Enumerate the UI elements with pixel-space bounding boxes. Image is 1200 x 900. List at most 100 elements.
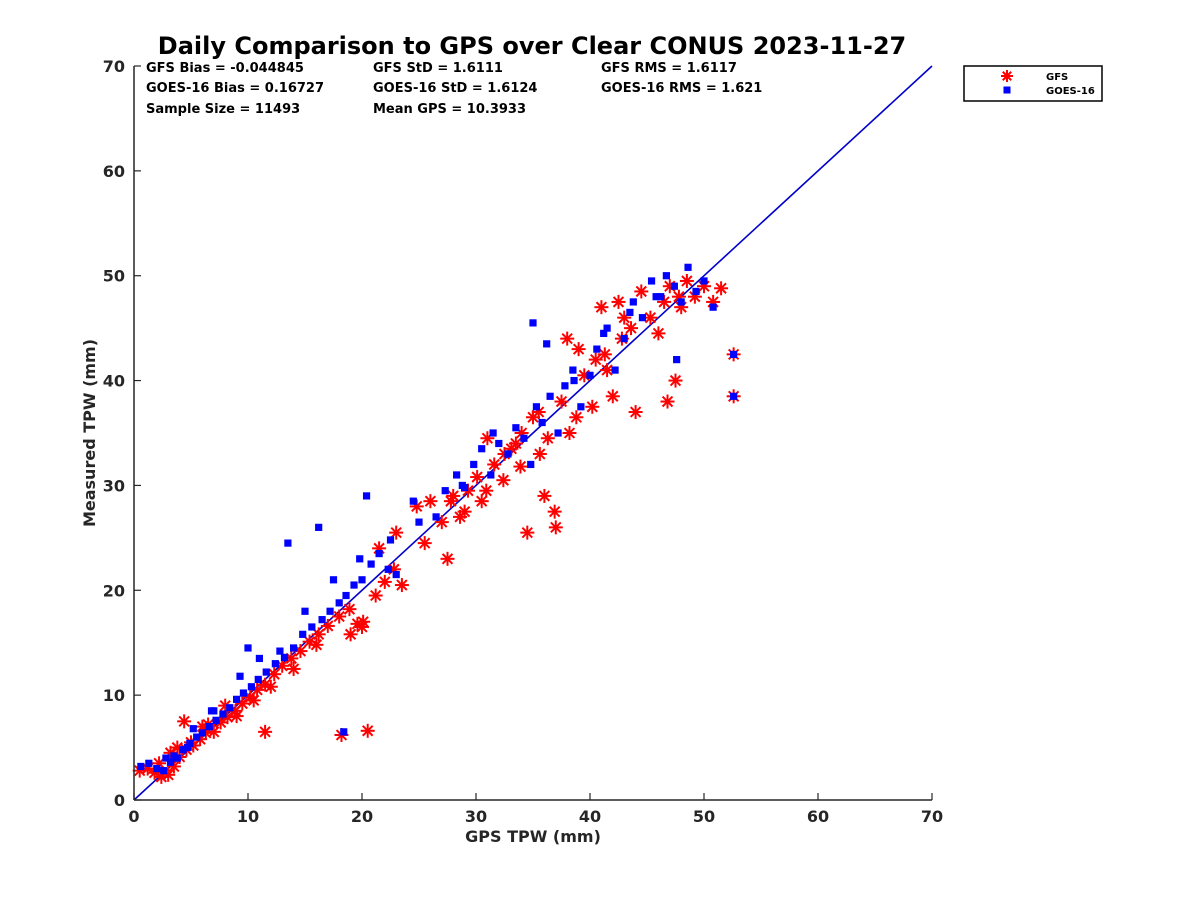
- goes16-point: [280, 653, 289, 661]
- gfs-point: [355, 619, 369, 634]
- series-goes-16: [137, 263, 738, 775]
- goes16-point: [290, 644, 298, 652]
- y-ticks: 0 10 20 30 40 50 60 70: [103, 57, 141, 810]
- goes16-point: [271, 660, 279, 668]
- legend-marker-goes16: [1003, 86, 1011, 94]
- gfs-point: [368, 588, 383, 603]
- goes16-point: [543, 340, 551, 348]
- goes16-point: [700, 277, 708, 285]
- gfs-point: [479, 483, 494, 498]
- gfs-point: [594, 300, 609, 315]
- gfs-point: [624, 321, 639, 336]
- x-tick-label: 30: [465, 807, 487, 826]
- legend-label: GFS: [1046, 72, 1068, 83]
- goes16-point: [207, 707, 216, 715]
- goes16-point: [657, 293, 665, 301]
- stat-text: GFS StD = 1.6111: [373, 61, 503, 76]
- goes16-point: [301, 607, 309, 615]
- goes16-point: [386, 536, 395, 544]
- goes16-point: [384, 565, 392, 573]
- goes16-point: [520, 434, 528, 442]
- stat-text: Mean GPS = 10.3933: [373, 102, 526, 117]
- gfs-point: [457, 504, 472, 519]
- gfs-point: [585, 399, 600, 414]
- goes16-point: [684, 263, 692, 271]
- x-tick-label: 50: [693, 807, 715, 826]
- gfs-point: [651, 326, 666, 341]
- goes16-point: [356, 555, 364, 563]
- goes16-point: [166, 758, 175, 766]
- gfs-point: [220, 710, 235, 725]
- x-tick-label: 10: [237, 807, 259, 826]
- gfs-point: [394, 578, 409, 593]
- gfs-point: [377, 574, 392, 589]
- stat-text: GOES-16 RMS = 1.621: [601, 81, 762, 96]
- gfs-point: [229, 709, 244, 724]
- gfs-point: [537, 488, 552, 503]
- gfs-point: [423, 494, 438, 509]
- y-tick-label: 0: [114, 791, 125, 810]
- goes16-point: [415, 518, 423, 526]
- gfs-point: [513, 459, 528, 474]
- gfs-point: [540, 431, 555, 446]
- goes16-point: [160, 767, 168, 775]
- x-axis-title: GPS TPW (mm): [465, 827, 601, 846]
- goes16-point: [638, 314, 647, 322]
- gfs-point: [440, 551, 455, 566]
- gfs-point: [562, 426, 577, 440]
- goes16-point: [236, 672, 244, 680]
- x-tick-label: 40: [579, 807, 601, 826]
- gfs-point: [634, 284, 649, 299]
- x-tick-label: 20: [351, 807, 373, 826]
- series-gfs: [132, 273, 741, 784]
- goes16-point: [453, 471, 461, 479]
- goes16-point: [673, 356, 681, 364]
- goes16-point: [335, 599, 343, 607]
- goes16-point: [392, 570, 400, 579]
- gfs-point: [434, 515, 449, 530]
- goes16-point: [470, 460, 478, 469]
- goes16-point: [233, 695, 241, 703]
- goes16-point: [409, 497, 417, 505]
- goes16-point: [367, 560, 375, 568]
- x-tick-label: 0: [128, 807, 139, 826]
- goes16-point: [205, 723, 213, 731]
- goes16-point: [342, 591, 350, 600]
- gfs-point: [668, 373, 683, 388]
- goes16-point: [577, 403, 585, 411]
- goes16-point: [504, 450, 512, 458]
- legend-marker-gfs: [1001, 70, 1013, 82]
- legend-box: [963, 65, 1103, 102]
- x-tick-label: 70: [921, 807, 943, 826]
- goes16-point: [326, 607, 334, 615]
- gfs-point: [560, 331, 575, 346]
- gfs-point: [611, 294, 626, 309]
- gfs-point: [309, 637, 324, 652]
- goes16-point: [647, 277, 656, 285]
- goes16-point: [145, 759, 153, 767]
- goes16-point: [340, 728, 348, 736]
- gfs-point: [547, 504, 562, 519]
- goes16-point: [318, 616, 326, 624]
- goes16-point: [611, 366, 619, 374]
- gfs-point: [470, 470, 485, 485]
- goes16-point: [662, 272, 670, 280]
- gfs-point: [597, 347, 612, 362]
- gfs-point: [532, 446, 547, 461]
- gfs-point: [674, 300, 689, 315]
- goes16-point: [244, 644, 252, 652]
- reference-line: [133, 65, 933, 801]
- gfs-point: [605, 389, 620, 404]
- goes16-point: [329, 576, 338, 584]
- goes16-point: [629, 298, 637, 306]
- gfs-point: [311, 627, 326, 642]
- goes16-point: [226, 704, 234, 712]
- goes16-point: [284, 539, 292, 547]
- goes16-point: [561, 382, 569, 390]
- goes16-point: [247, 683, 256, 691]
- goes16-point: [432, 513, 440, 521]
- goes16-point: [600, 329, 608, 337]
- goes16-point: [670, 282, 678, 290]
- stat-text: GFS Bias = -0.044845: [146, 61, 304, 76]
